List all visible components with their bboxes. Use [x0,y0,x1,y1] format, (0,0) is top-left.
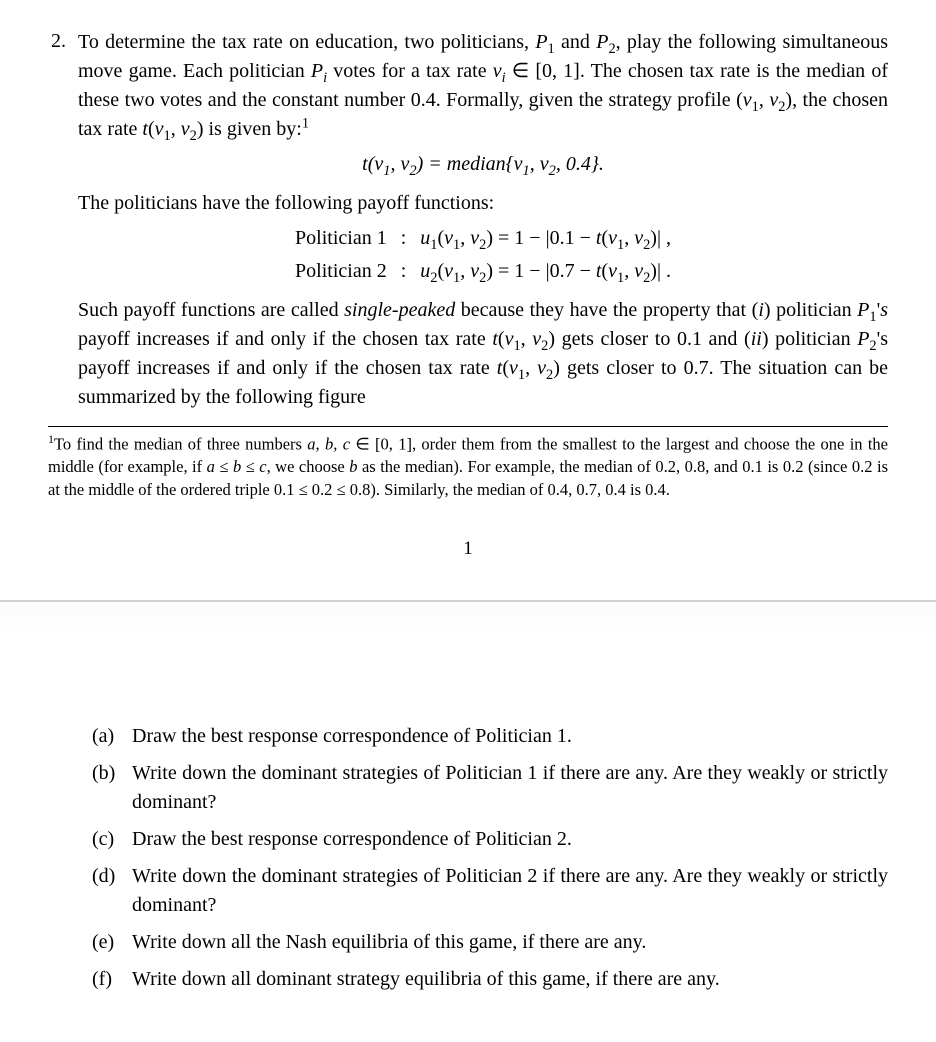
subpart-a: (a) Draw the best response correspondenc… [92,722,888,751]
payoff-intro: The politicians have the following payof… [78,189,888,218]
subpart-e: (e) Write down all the Nash equilibria o… [92,928,888,957]
payoff-label-2: Politician 2 [295,257,387,286]
subpart-label: (b) [92,759,122,788]
subpart-text: Write down all the Nash equilibria of th… [132,928,888,957]
subpart-text: Draw the best response correspondence of… [132,825,888,854]
page-break-gap [0,600,936,722]
payoff-colon-1: : [401,224,407,253]
single-peaked-paragraph: Such payoff functions are called single-… [78,296,888,412]
subpart-b: (b) Write down the dominant strategies o… [92,759,888,817]
subpart-label: (d) [92,862,122,891]
payoff-expr-2: u2(v1, v2) = 1 − |0.7 − t(v1, v2)| . [420,257,671,286]
payoff-colon-2: : [401,257,407,286]
subpart-text: Draw the best response correspondence of… [132,722,888,751]
problem-2: 2. To determine the tax rate on educatio… [48,28,888,412]
page-number: 1 [48,538,888,560]
subpart-d: (d) Write down the dominant strategies o… [92,862,888,920]
payoff-label-1: Politician 1 [295,224,387,253]
subpart-text: Write down the dominant strategies of Po… [132,862,888,920]
subpart-text: Write down all dominant strategy equilib… [132,965,888,994]
subpart-label: (a) [92,722,122,751]
subpart-label: (e) [92,928,122,957]
subparts-list: (a) Draw the best response correspondenc… [92,722,888,994]
median-equation: t(v1, v2) = median{v1, v2, 0.4}. [78,150,888,179]
intro-paragraph: To determine the tax rate on education, … [78,28,888,144]
subpart-label: (c) [92,825,122,854]
problem-number: 2. [48,28,66,53]
page: 2. To determine the tax rate on educatio… [0,0,936,1042]
subpart-f: (f) Write down all dominant strategy equ… [92,965,888,994]
payoff-functions: Politician 1 : u1(v1, v2) = 1 − |0.1 − t… [78,224,888,286]
subpart-c: (c) Draw the best response correspondenc… [92,825,888,854]
problem-body: To determine the tax rate on education, … [78,28,888,412]
payoff-expr-1: u1(v1, v2) = 1 − |0.1 − t(v1, v2)| , [420,224,671,253]
footnote-1: 1To find the median of three numbers a, … [48,426,888,502]
subpart-label: (f) [92,965,122,994]
subpart-text: Write down the dominant strategies of Po… [132,759,888,817]
